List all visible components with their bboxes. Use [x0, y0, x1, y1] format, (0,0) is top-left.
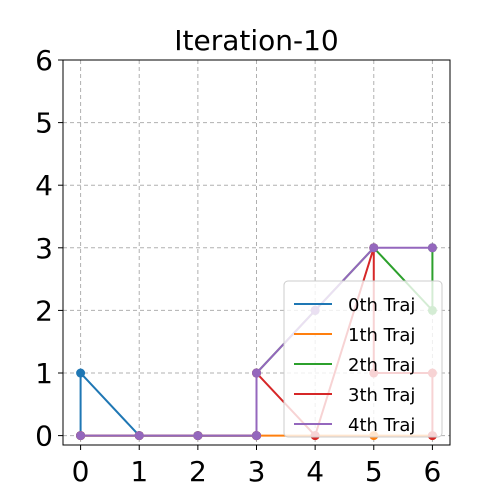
series-line: [80, 246, 433, 437]
chart-title: Iteration-10: [174, 24, 339, 57]
data-point: [193, 431, 203, 441]
x-tick-label: 1: [130, 455, 148, 488]
data-point: [76, 431, 86, 441]
series-0: [76, 368, 261, 441]
y-tick-label: 0: [35, 420, 53, 453]
axis-ticks: 0 1 2 3 4 5 6 0 1 2 3 4 5 6: [35, 44, 441, 488]
y-tick-label: 5: [35, 107, 53, 140]
x-tick-label: 4: [306, 455, 324, 488]
series-line: [79, 370, 257, 437]
legend-label: 4th Traj: [348, 415, 415, 436]
x-tick-label: 6: [423, 455, 441, 488]
x-tick-label: 2: [189, 455, 207, 488]
legend-label: 2th Traj: [348, 355, 415, 376]
data-point: [427, 243, 437, 253]
data-point: [76, 368, 86, 378]
x-tick-label: 5: [365, 455, 383, 488]
data-point: [252, 431, 261, 441]
y-tick-label: 1: [35, 357, 53, 390]
y-tick-label: 3: [35, 232, 53, 265]
legend: 0th Traj 1th Traj 2th Traj 3th Traj 4th Traj: [283, 280, 443, 438]
data-point: [134, 431, 144, 441]
y-tick-label: 4: [35, 169, 53, 202]
legend-label: 0th Traj: [348, 295, 415, 316]
legend-label: 3th Traj: [348, 385, 415, 406]
x-tick-label: 3: [248, 455, 266, 488]
data-point: [369, 243, 379, 253]
legend-label: 1th Traj: [348, 325, 415, 346]
data-point: [252, 368, 261, 378]
y-tick-label: 2: [35, 294, 53, 327]
y-tick-label: 6: [35, 44, 53, 77]
x-tick-label: 0: [72, 455, 90, 488]
legend-box: [283, 280, 443, 438]
